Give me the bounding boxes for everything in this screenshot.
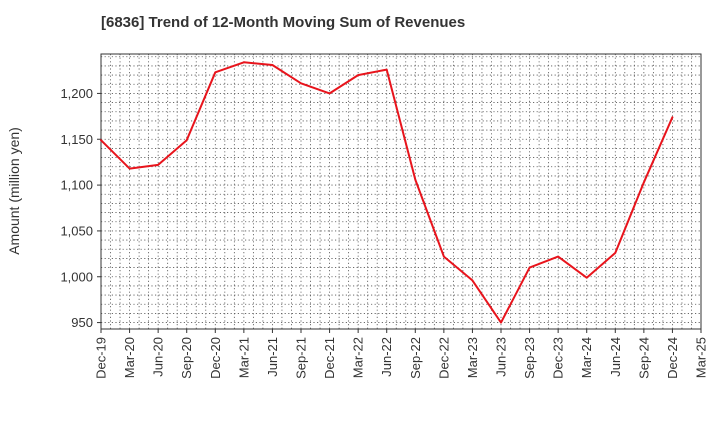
x-tick-label: Jun-24 (608, 337, 623, 377)
x-axis-ticks: Dec-19 Mar-20 Jun-20 Sep-20 Dec-20 Mar-21 Jun-… (94, 329, 709, 379)
x-tick-label: Mar-23 (465, 337, 480, 378)
x-tick-label: Sep-23 (522, 337, 537, 379)
x-tick-label: Jun-22 (379, 337, 394, 377)
x-tick-label: Dec-21 (322, 337, 337, 379)
y-tick-label: 1,150 (60, 132, 93, 147)
x-tick-label: Dec-20 (208, 337, 223, 379)
x-tick-label: Jun-21 (265, 337, 280, 377)
x-tick-label: Sep-24 (636, 337, 651, 379)
y-tick-label: 1,050 (60, 223, 93, 238)
series-line (100, 61, 674, 324)
y-axis-label: Amount (million yen) (6, 127, 22, 255)
x-tick-label: Dec-23 (551, 337, 566, 379)
y-axis-ticks: 950 1,000 1,050 1,100 1,150 1,200 (60, 86, 101, 330)
series-layer (100, 61, 674, 324)
plot-frame (100, 53, 702, 330)
x-tick-label: Dec-19 (94, 337, 109, 379)
x-tick-label: Sep-21 (294, 337, 309, 379)
x-tick-label: Jun-20 (151, 337, 166, 377)
x-tick-label: Mar-20 (122, 337, 137, 378)
y-tick-label: 1,200 (60, 86, 93, 101)
x-tick-label: Dec-24 (665, 337, 680, 379)
x-tick-label: Mar-21 (236, 337, 251, 378)
x-tick-label: Mar-25 (694, 337, 709, 378)
x-tick-label: Sep-22 (408, 337, 423, 379)
x-tick-label: Mar-24 (579, 337, 594, 378)
x-tick-label: Jun-23 (494, 337, 509, 377)
x-tick-label: Mar-22 (351, 337, 366, 378)
x-tick-label: Dec-22 (436, 337, 451, 379)
y-tick-label: 1,000 (60, 269, 93, 284)
y-tick-label: 950 (71, 315, 93, 330)
grid-lines (101, 54, 701, 329)
chart-title: [6836] Trend of 12-Month Moving Sum of R… (101, 14, 466, 31)
y-tick-label: 1,100 (60, 178, 93, 193)
x-tick-label: Sep-20 (179, 337, 194, 379)
